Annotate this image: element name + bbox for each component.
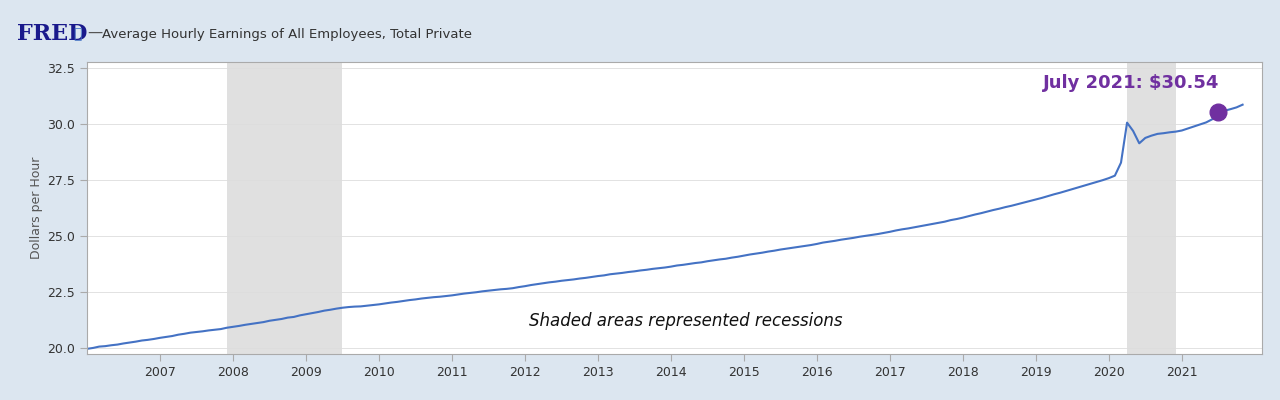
Text: ⟋: ⟋ (73, 27, 82, 41)
Bar (227, 62, 343, 354)
Text: July 2021: $30.54: July 2021: $30.54 (1042, 74, 1219, 92)
Text: Shaded areas represented recessions: Shaded areas represented recessions (529, 312, 842, 330)
Y-axis label: Dollars per Hour: Dollars per Hour (31, 157, 44, 259)
Bar (1128, 62, 1176, 354)
Text: FRED: FRED (17, 23, 87, 45)
Text: Average Hourly Earnings of All Employees, Total Private: Average Hourly Earnings of All Employees… (102, 28, 472, 41)
Text: —: — (87, 25, 102, 40)
